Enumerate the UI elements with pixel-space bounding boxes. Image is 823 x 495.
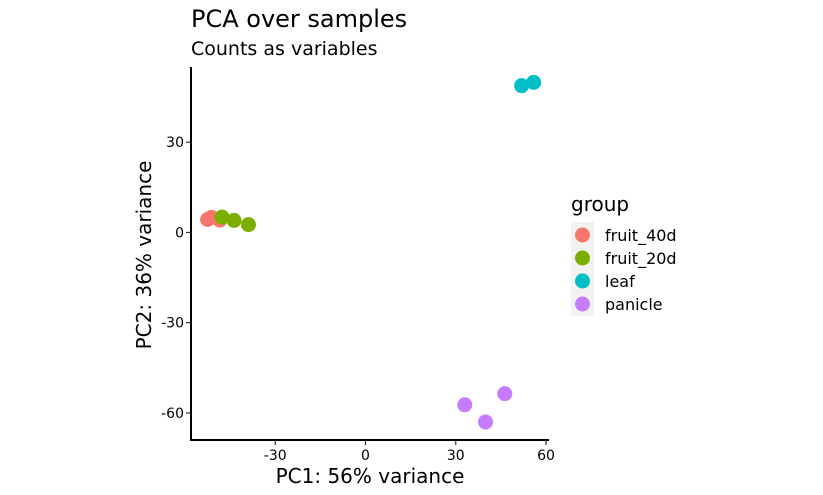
legend-key-panicle [575,296,590,312]
x-axis-ticks: -30 0 30 60 [264,440,555,464]
chart-subtitle: Counts as variables [191,38,378,60]
data-point-panicle [497,386,513,402]
x-tick-label: 60 [537,448,555,464]
x-tick-label: -30 [264,448,287,464]
data-points [200,74,542,430]
legend-label-panicle: panicle [605,295,663,314]
x-tick-label: 30 [447,448,465,464]
data-point-leaf [514,78,530,94]
data-point-panicle [457,397,473,413]
legend-key-fruit_20d [575,250,590,266]
y-tick-label: -30 [161,316,184,332]
legend-key-background [571,222,594,316]
x-axis-title: PC1: 56% variance [276,464,465,488]
y-axis-ticks: 30 0 -30 -60 [161,135,191,422]
plot-panel: -30 0 30 60 30 0 -30 -60 [161,67,555,464]
y-axis-title: PC2: 36% variance [132,161,156,350]
legend-title: group [571,192,629,216]
legend-key-leaf [575,273,590,289]
legend-label-fruit_20d: fruit_20d [605,249,677,269]
data-point-fruit_20d [240,217,256,233]
data-point-fruit_20d [226,212,242,228]
data-point-leaf [526,74,542,90]
data-point-fruit_20d [214,209,230,225]
chart-title: PCA over samples [191,5,407,33]
legend-label-leaf: leaf [605,272,635,291]
y-tick-label: 30 [166,135,184,151]
legend-key-fruit_40d [575,227,590,243]
y-tick-label: 0 [175,225,184,241]
x-tick-label: 0 [361,448,370,464]
y-tick-label: -60 [161,406,184,422]
data-point-panicle [478,414,494,430]
legend-label-fruit_40d: fruit_40d [605,226,677,246]
